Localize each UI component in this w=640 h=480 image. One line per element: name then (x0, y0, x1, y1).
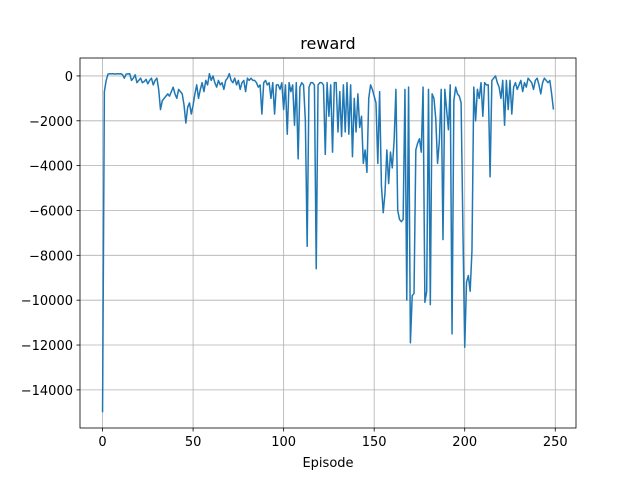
x-tick-label: 150 (362, 435, 387, 450)
y-tick-label: 0 (65, 70, 73, 85)
x-tick-label: 50 (185, 435, 202, 450)
y-tick-label: −8000 (29, 249, 73, 264)
x-tick-label: 200 (452, 435, 477, 450)
x-axis-label: Episode (302, 456, 353, 471)
x-tick-label: 250 (543, 435, 568, 450)
y-tick-label: −14000 (21, 384, 73, 399)
y-tick-label: −12000 (21, 339, 73, 354)
y-tick-label: −4000 (29, 160, 73, 175)
y-tick-label: −6000 (29, 204, 73, 219)
x-tick-label: 100 (271, 435, 296, 450)
x-tick-label: 0 (98, 435, 106, 450)
y-tick-label: −10000 (21, 294, 73, 309)
line-series (101, 72, 555, 413)
y-tick-label: −2000 (29, 115, 73, 130)
chart-title: reward (300, 34, 355, 53)
plot-frame (79, 57, 577, 429)
